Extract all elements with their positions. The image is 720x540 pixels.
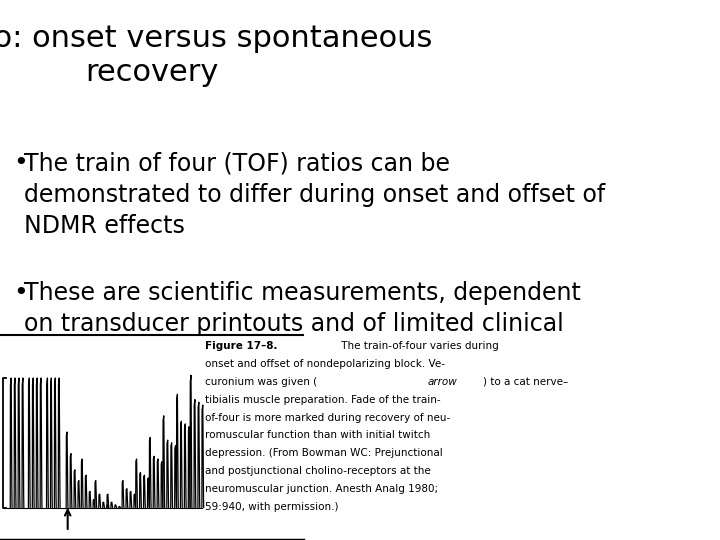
Text: These are scientific measurements, dependent
on transducer printouts and of limi: These are scientific measurements, depen… xyxy=(24,281,581,336)
Text: •: • xyxy=(13,281,28,305)
Text: ) to a cat nerve–: ) to a cat nerve– xyxy=(483,377,568,387)
Text: Figure 17–8.: Figure 17–8. xyxy=(205,341,278,352)
Text: of-four is more marked during recovery of neu-: of-four is more marked during recovery o… xyxy=(205,413,451,423)
Text: tibialis muscle preparation. Fade of the train-: tibialis muscle preparation. Fade of the… xyxy=(205,395,441,405)
Text: 59:940, with permission.): 59:940, with permission.) xyxy=(205,502,338,512)
Text: arrow: arrow xyxy=(428,377,457,387)
Text: curonium was given (: curonium was given ( xyxy=(205,377,318,387)
Text: neuromuscular junction. Anesth Analg 1980;: neuromuscular junction. Anesth Analg 198… xyxy=(205,484,438,494)
Text: romuscular function than with initial twitch: romuscular function than with initial tw… xyxy=(205,430,431,441)
Text: •: • xyxy=(13,151,28,175)
Text: The train of four (TOF) ratios can be
demonstrated to differ during onset and of: The train of four (TOF) ratios can be de… xyxy=(24,151,605,238)
Text: The train-of-four varies during: The train-of-four varies during xyxy=(338,341,499,352)
Text: and postjunctional cholino-receptors at the: and postjunctional cholino-receptors at … xyxy=(205,466,431,476)
Text: TOF ratio: onset versus spontaneous
recovery: TOF ratio: onset versus spontaneous reco… xyxy=(0,24,433,87)
Text: depression. (From Bowman WC: Prejunctional: depression. (From Bowman WC: Prejunction… xyxy=(205,448,443,458)
Text: onset and offset of nondepolarizing block. Ve-: onset and offset of nondepolarizing bloc… xyxy=(205,359,445,369)
